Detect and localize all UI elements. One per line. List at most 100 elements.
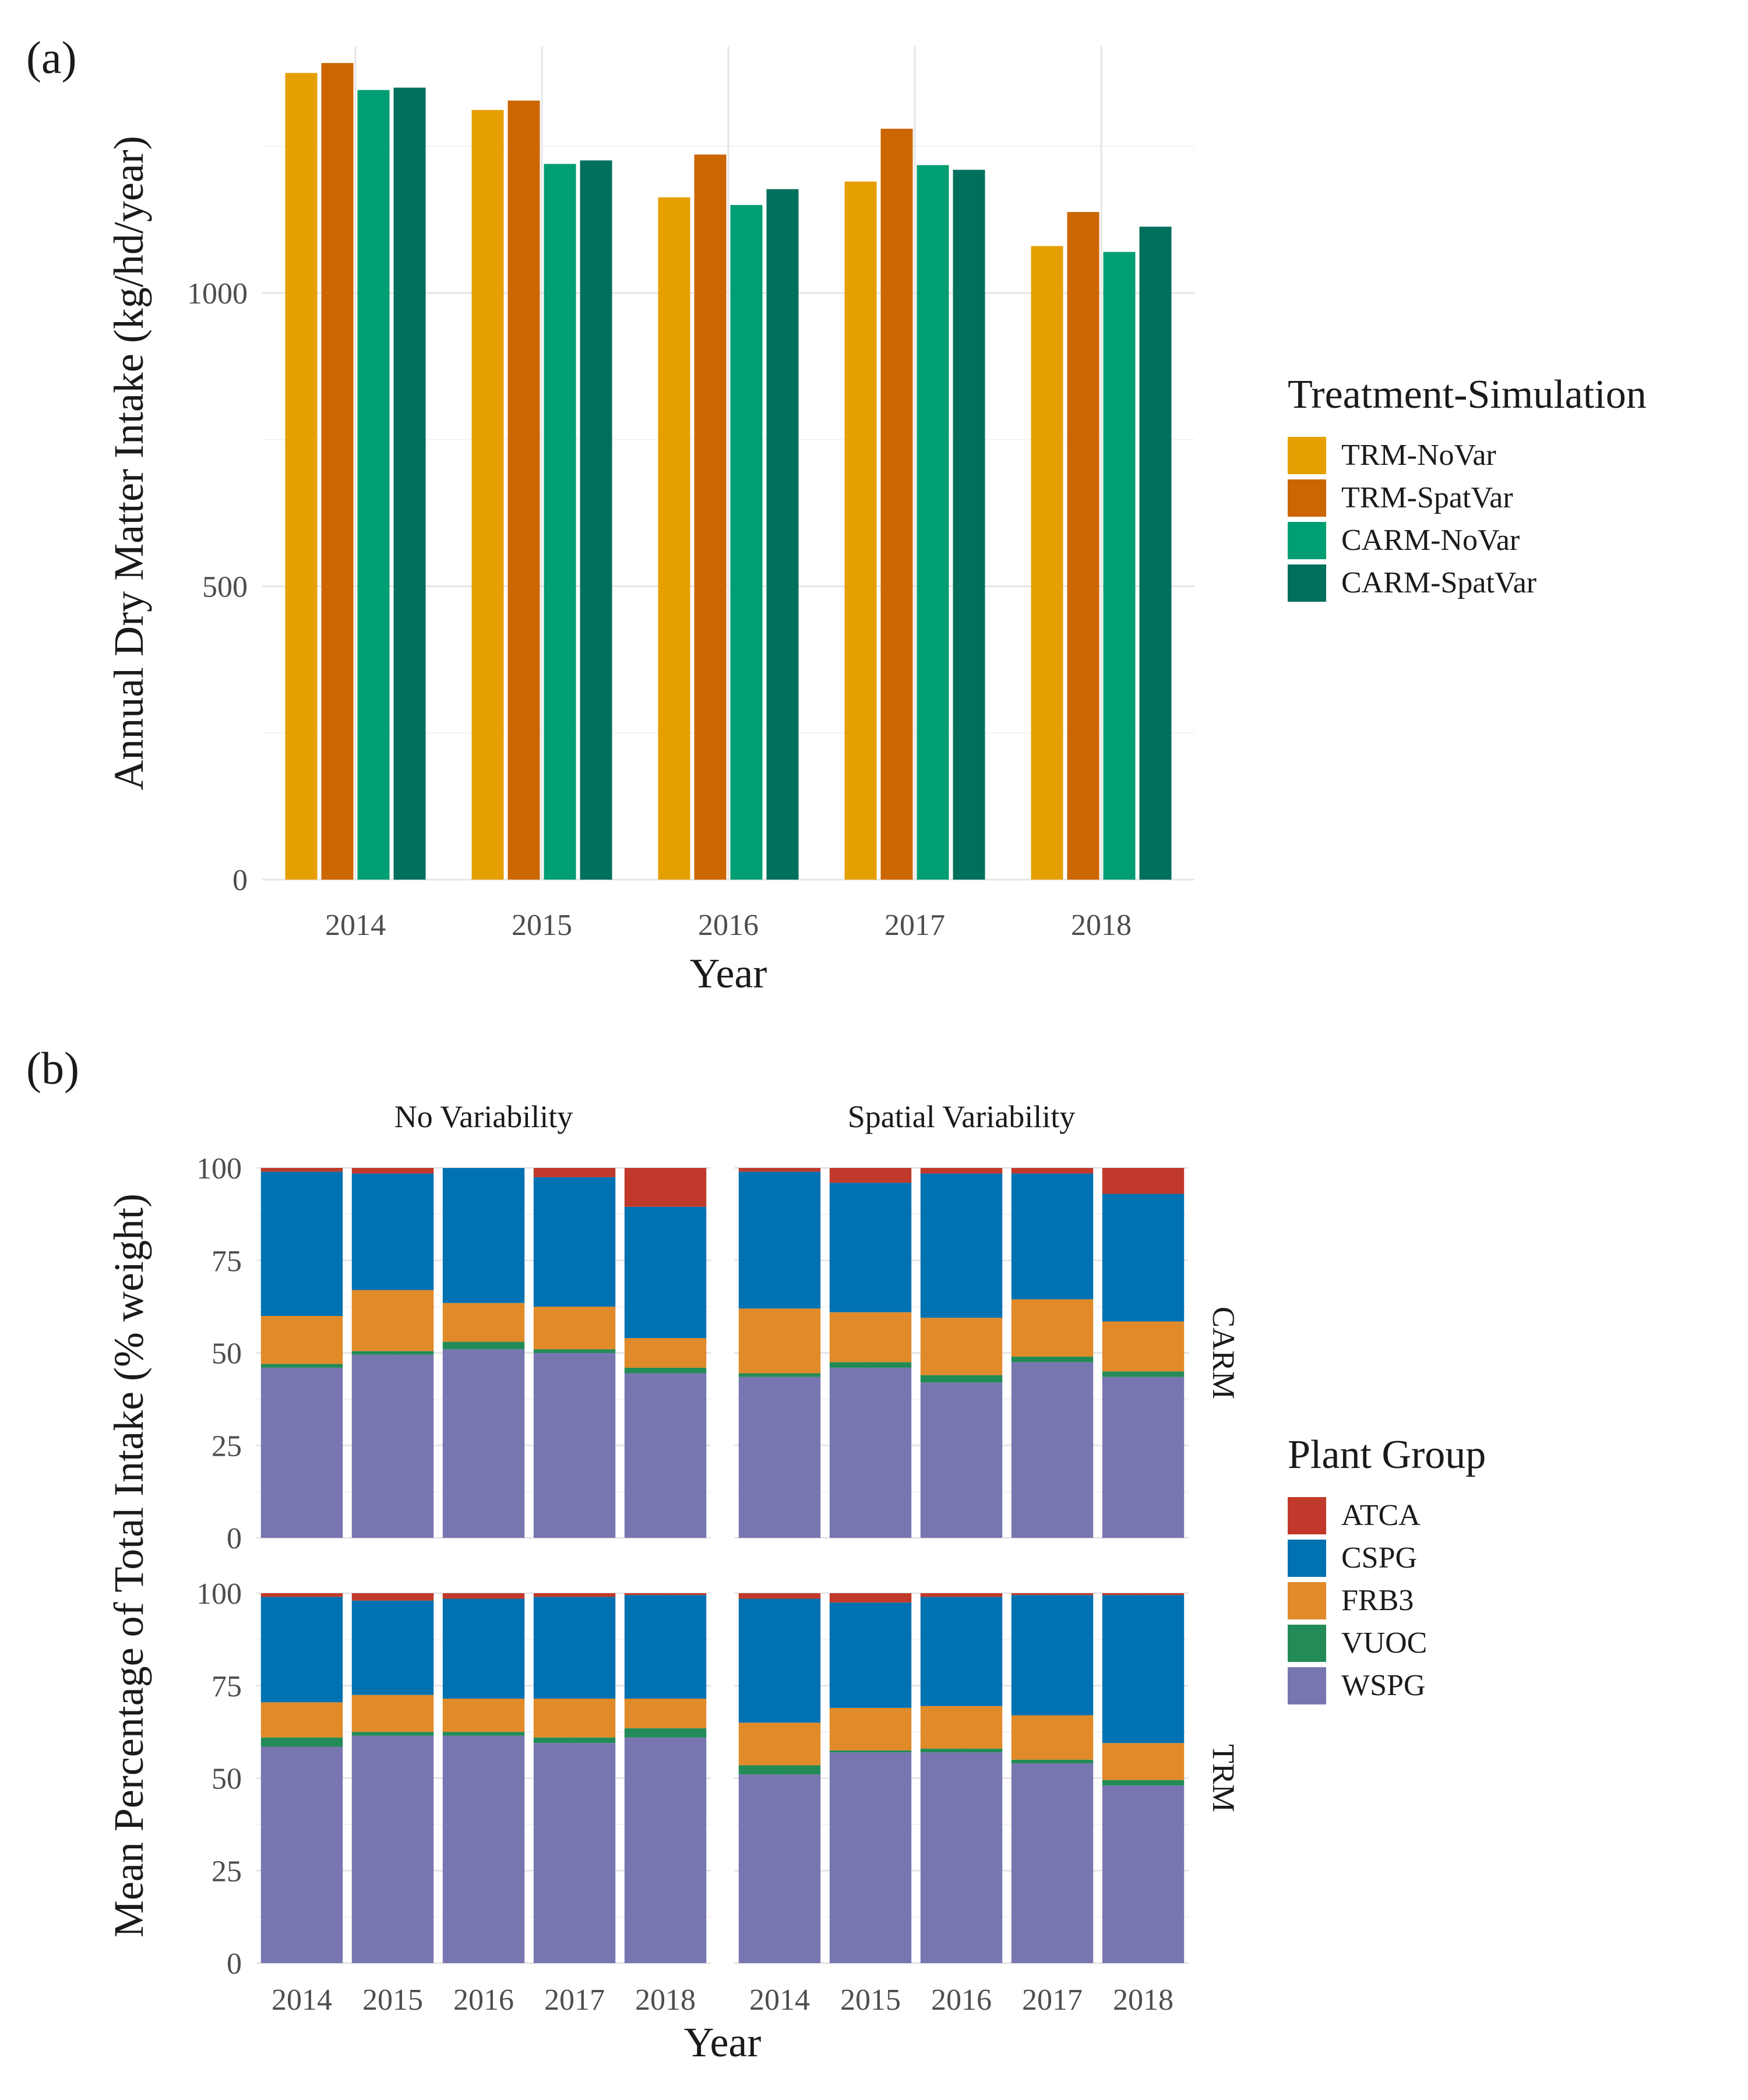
segment-cspg-carm-2015 xyxy=(351,1173,434,1290)
legend-key-cspg xyxy=(1288,1540,1326,1577)
segment-frb3-trm-2018 xyxy=(1102,1743,1185,1780)
legend-label: CARM-NoVar xyxy=(1341,524,1520,557)
facet-column-label: No Variability xyxy=(394,1099,573,1134)
segment-wspg-trm-2014 xyxy=(260,1746,343,1963)
segment-atca-trm-2016 xyxy=(442,1593,525,1599)
x-tick-label: 2016 xyxy=(931,1983,992,2017)
segment-cspg-carm-2014 xyxy=(260,1171,343,1316)
segment-frb3-trm-2017 xyxy=(533,1698,616,1738)
bar-carm-novar-2017 xyxy=(917,165,949,880)
segment-vuoc-trm-2018 xyxy=(624,1728,707,1738)
segment-wspg-carm-2016 xyxy=(442,1349,525,1538)
x-tick-label: 2018 xyxy=(1071,909,1132,942)
segment-frb3-carm-2016 xyxy=(920,1318,1003,1375)
bar-trm-novar-2014 xyxy=(285,73,318,880)
segment-frb3-carm-2015 xyxy=(829,1312,912,1363)
y-tick-label: 100 xyxy=(196,1152,242,1185)
segment-vuoc-carm-2016 xyxy=(442,1342,525,1350)
x-tick-label: 2015 xyxy=(512,909,572,942)
segment-frb3-trm-2018 xyxy=(624,1698,707,1728)
segment-frb3-carm-2018 xyxy=(1102,1321,1185,1372)
segment-cspg-trm-2015 xyxy=(351,1600,434,1695)
bar-trm-spatvar-2016 xyxy=(694,154,727,880)
segment-frb3-carm-2016 xyxy=(442,1303,525,1342)
legend-key-trm-novar xyxy=(1288,437,1326,474)
segment-vuoc-carm-2014 xyxy=(738,1373,821,1377)
segment-atca-carm-2014 xyxy=(260,1168,343,1172)
bar-carm-spatvar-2018 xyxy=(1139,227,1172,880)
segment-vuoc-carm-2017 xyxy=(533,1349,616,1353)
facet-row-label: CARM xyxy=(1206,1307,1241,1399)
segment-frb3-carm-2017 xyxy=(533,1307,616,1350)
segment-wspg-carm-2014 xyxy=(738,1377,821,1538)
legend-key-wspg xyxy=(1288,1667,1326,1704)
legend-key-frb3 xyxy=(1288,1582,1326,1619)
segment-vuoc-carm-2018 xyxy=(624,1367,707,1374)
segment-frb3-trm-2017 xyxy=(1011,1715,1094,1760)
segment-vuoc-carm-2016 xyxy=(920,1375,1003,1383)
segment-frb3-trm-2016 xyxy=(920,1706,1003,1749)
bar-trm-novar-2017 xyxy=(844,181,877,880)
segment-frb3-carm-2014 xyxy=(738,1308,821,1374)
segment-wspg-carm-2016 xyxy=(920,1382,1003,1538)
bar-trm-spatvar-2017 xyxy=(880,128,913,880)
y-axis-title: Mean Percentage of Total Intake (% weigh… xyxy=(105,1194,152,1937)
segment-cspg-carm-2015 xyxy=(829,1183,912,1312)
bar-carm-spatvar-2017 xyxy=(953,170,985,880)
segment-atca-trm-2014 xyxy=(738,1593,821,1599)
x-tick-label: 2014 xyxy=(749,1983,810,2017)
segment-wspg-trm-2014 xyxy=(738,1774,821,1963)
segment-cspg-trm-2016 xyxy=(920,1597,1003,1706)
segment-vuoc-trm-2014 xyxy=(738,1765,821,1775)
segment-vuoc-trm-2014 xyxy=(260,1737,343,1747)
legend-key-vuoc xyxy=(1288,1625,1326,1662)
legend-label: CARM-SpatVar xyxy=(1341,566,1536,599)
x-tick-label: 2015 xyxy=(362,1983,423,2017)
segment-wspg-carm-2015 xyxy=(351,1354,434,1538)
segment-cspg-carm-2018 xyxy=(1102,1194,1185,1322)
segment-atca-carm-2016 xyxy=(920,1168,1003,1174)
segment-wspg-trm-2016 xyxy=(442,1735,525,1963)
segment-cspg-carm-2016 xyxy=(442,1168,525,1303)
segment-cspg-trm-2017 xyxy=(533,1597,616,1699)
bar-carm-spatvar-2016 xyxy=(766,189,799,880)
segment-atca-carm-2015 xyxy=(351,1168,434,1174)
segment-vuoc-carm-2015 xyxy=(829,1362,912,1368)
segment-frb3-trm-2014 xyxy=(738,1723,821,1766)
segment-wspg-trm-2016 xyxy=(920,1752,1003,1963)
segment-cspg-trm-2014 xyxy=(260,1597,343,1703)
segment-wspg-trm-2017 xyxy=(1011,1763,1094,1963)
bar-carm-spatvar-2015 xyxy=(580,160,612,880)
y-tick-label: 75 xyxy=(212,1670,242,1703)
bar-carm-novar-2015 xyxy=(544,164,576,880)
bar-carm-spatvar-2014 xyxy=(393,87,426,880)
legend-key-atca xyxy=(1288,1497,1326,1534)
bar-carm-novar-2016 xyxy=(730,204,763,880)
x-axis-title: Year xyxy=(690,950,767,997)
segment-frb3-carm-2015 xyxy=(351,1290,434,1351)
segment-frb3-carm-2018 xyxy=(624,1338,707,1368)
segment-atca-trm-2015 xyxy=(829,1593,912,1603)
facet-column-label: Spatial Variability xyxy=(848,1099,1075,1134)
segment-cspg-trm-2018 xyxy=(1102,1595,1185,1743)
x-tick-label: 2017 xyxy=(544,1983,605,2017)
segment-atca-trm-2014 xyxy=(260,1593,343,1597)
x-axis-title: Year xyxy=(684,2019,762,2066)
y-axis-title: Annual Dry Matter Intake (kg/hd/year) xyxy=(105,136,152,790)
segment-cspg-carm-2017 xyxy=(533,1177,616,1307)
segment-atca-trm-2018 xyxy=(624,1593,707,1596)
segment-atca-carm-2018 xyxy=(1102,1168,1185,1194)
bar-carm-novar-2018 xyxy=(1103,252,1136,880)
segment-cspg-carm-2014 xyxy=(738,1171,821,1309)
segment-atca-carm-2017 xyxy=(1011,1168,1094,1174)
x-tick-label: 2018 xyxy=(1113,1983,1173,2017)
segment-wspg-carm-2018 xyxy=(624,1373,707,1538)
segment-frb3-trm-2015 xyxy=(829,1707,912,1750)
legend-label: WSPG xyxy=(1341,1669,1425,1702)
segment-wspg-carm-2015 xyxy=(829,1367,912,1538)
segment-vuoc-carm-2014 xyxy=(260,1364,343,1368)
segment-cspg-trm-2016 xyxy=(442,1598,525,1699)
segment-wspg-carm-2014 xyxy=(260,1367,343,1538)
y-tick-label: 50 xyxy=(212,1763,242,1796)
